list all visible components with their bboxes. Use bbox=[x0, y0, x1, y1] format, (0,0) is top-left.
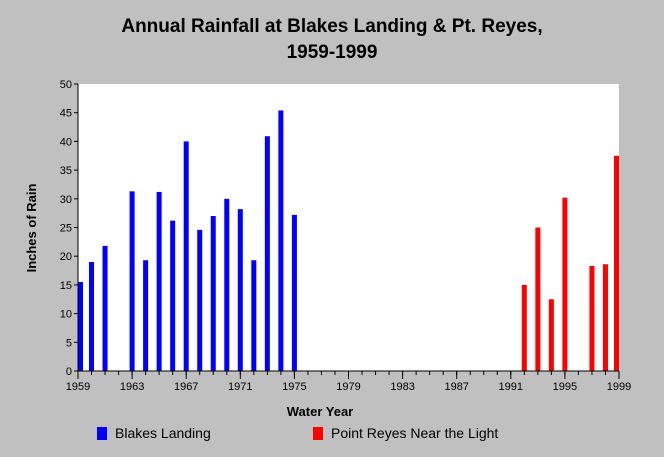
chart-title-line-2: 1959-1999 bbox=[286, 42, 378, 63]
bar-point-reyes-1995 bbox=[562, 197, 568, 371]
plot-area bbox=[78, 84, 619, 371]
bar-blakes-landing-1974 bbox=[278, 110, 284, 372]
bar-point-reyes-1994 bbox=[548, 299, 554, 371]
bar-point-reyes-1998 bbox=[602, 264, 608, 371]
x-tick-label: 1971 bbox=[228, 381, 252, 393]
legend-label-blakes-landing: Blakes Landing bbox=[115, 425, 211, 441]
legend-swatch-blakes-landing bbox=[97, 426, 107, 440]
y-tick-label: 45 bbox=[60, 108, 72, 120]
bar-blakes-landing-1969 bbox=[210, 216, 216, 371]
plot-background bbox=[78, 84, 619, 371]
axis-lines bbox=[77, 84, 619, 372]
x-tick-label: 1967 bbox=[174, 381, 198, 393]
x-tick-label: 1983 bbox=[390, 381, 414, 393]
y-tick-label: 35 bbox=[60, 165, 72, 177]
bar-blakes-landing-1975 bbox=[291, 214, 297, 371]
y-tick-label: 0 bbox=[66, 366, 72, 378]
y-axis: 0 5 10 15 20 25 30 35 40 45 50 bbox=[60, 79, 78, 378]
bar-blakes-landing-1973 bbox=[264, 136, 270, 371]
x-tick-label: 1959 bbox=[66, 381, 90, 393]
chart-title-line-1: Annual Rainfall at Blakes Landing & Pt. … bbox=[121, 16, 543, 37]
x-tick-label: 1975 bbox=[282, 381, 306, 393]
bar-point-reyes-1997 bbox=[589, 265, 595, 371]
y-tick-label: 30 bbox=[60, 194, 72, 206]
bar-blakes-landing-1964 bbox=[143, 260, 149, 371]
y-tick-label: 15 bbox=[60, 280, 72, 292]
bar-point-reyes-1992 bbox=[521, 284, 527, 371]
bar-blakes-landing-1966 bbox=[170, 220, 176, 371]
bar-blakes-landing-1961 bbox=[102, 245, 108, 371]
bar-point-reyes-1999 bbox=[614, 155, 619, 371]
bar-blakes-landing-1967 bbox=[183, 141, 189, 371]
legend-swatch-point-reyes bbox=[313, 426, 323, 440]
y-tick-label: 40 bbox=[60, 136, 72, 148]
bar-blakes-landing-1968 bbox=[197, 229, 203, 371]
x-axis: 1959 1963 1967 1971 1975 1979 1983 1987 1991 1995… bbox=[66, 371, 631, 393]
x-axis-title: Water Year bbox=[287, 404, 354, 419]
y-tick-label: 50 bbox=[60, 79, 72, 91]
y-axis-title: Inches of Rain bbox=[24, 184, 39, 273]
y-tick-label: 20 bbox=[60, 251, 72, 263]
bar-blakes-landing-1960 bbox=[89, 261, 95, 371]
bar-blakes-landing-1959 bbox=[78, 282, 83, 371]
x-tick-label: 1963 bbox=[120, 381, 144, 393]
bar-blakes-landing-1970 bbox=[224, 198, 230, 371]
y-tick-label: 10 bbox=[60, 309, 72, 321]
bars bbox=[78, 110, 619, 372]
bar-point-reyes-1993 bbox=[535, 227, 541, 371]
x-tick-label: 1991 bbox=[499, 381, 523, 393]
bar-blakes-landing-1972 bbox=[251, 260, 257, 371]
bar-blakes-landing-1971 bbox=[237, 209, 243, 371]
x-tick-label: 1987 bbox=[444, 381, 468, 393]
legend-item-blakes-landing: Blakes Landing bbox=[97, 424, 211, 442]
x-tick-label: 1995 bbox=[553, 381, 577, 393]
x-tick-label: 1979 bbox=[336, 381, 360, 393]
y-tick-label: 5 bbox=[66, 337, 72, 349]
legend-item-point-reyes: Point Reyes Near the Light bbox=[313, 424, 498, 442]
x-tick-label: 1999 bbox=[607, 381, 631, 393]
bar-blakes-landing-1963 bbox=[129, 191, 135, 371]
y-tick-label: 25 bbox=[60, 223, 72, 235]
chart-title: Annual Rainfall at Blakes Landing & Pt. … bbox=[0, 14, 664, 66]
bar-blakes-landing-1965 bbox=[156, 191, 162, 371]
legend-label-point-reyes: Point Reyes Near the Light bbox=[331, 425, 499, 441]
